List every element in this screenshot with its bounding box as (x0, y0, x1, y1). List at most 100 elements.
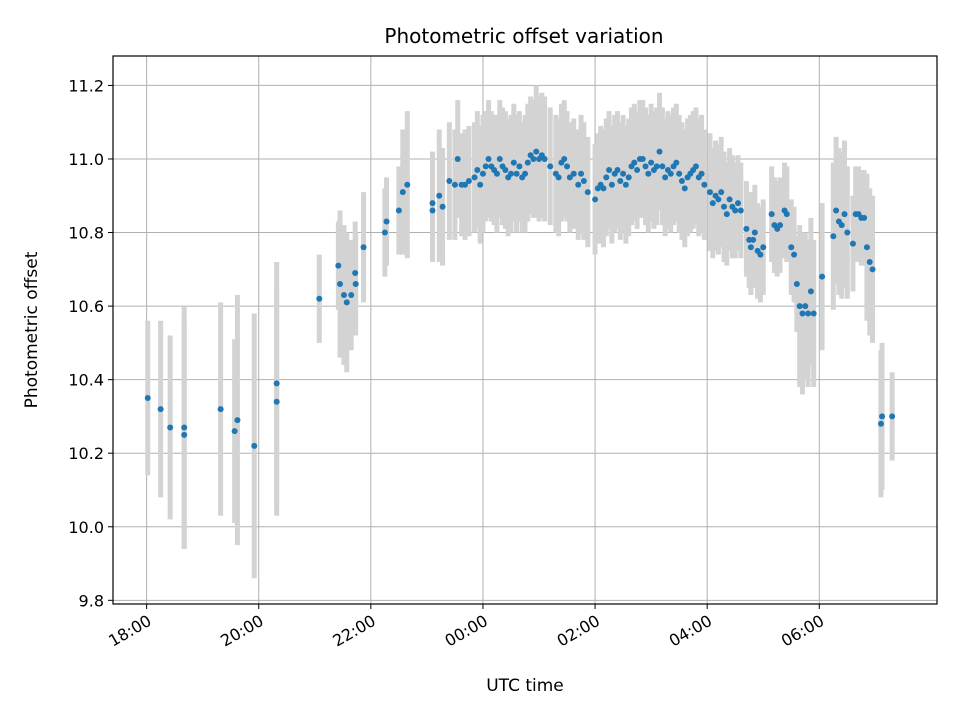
data-point (383, 218, 390, 225)
data-point (805, 310, 812, 317)
data-point (603, 174, 610, 181)
data-point (645, 170, 652, 177)
data-point (608, 181, 615, 188)
data-point (496, 155, 503, 162)
data-point (580, 178, 587, 185)
data-point (157, 406, 164, 413)
data-point (844, 229, 851, 236)
data-point (251, 442, 258, 449)
data-point (747, 244, 754, 251)
data-point (348, 292, 355, 299)
data-point (335, 262, 342, 269)
data-point (614, 167, 621, 174)
data-point (653, 163, 660, 170)
data-point (167, 424, 174, 431)
data-point (343, 299, 350, 306)
data-point (502, 167, 509, 174)
y-tick-label: 10.8 (68, 224, 104, 243)
x-tick-label: 20:00 (217, 611, 266, 651)
data-point (436, 192, 443, 199)
data-point (465, 178, 472, 185)
chart-title: Photometric offset variation (384, 24, 663, 48)
data-point (656, 148, 663, 155)
data-point (830, 233, 837, 240)
data-point (692, 163, 699, 170)
data-point (360, 244, 367, 251)
data-point (793, 281, 800, 288)
data-point (760, 244, 767, 251)
data-point (879, 413, 886, 420)
data-point (482, 163, 489, 170)
data-point (802, 303, 809, 310)
data-point (673, 159, 680, 166)
data-point (181, 431, 188, 438)
data-point (735, 200, 742, 207)
y-axis-title: Photometric offset (22, 251, 42, 408)
data-point (516, 163, 523, 170)
data-point (877, 420, 884, 427)
data-point (659, 163, 666, 170)
data-point (866, 258, 873, 265)
data-point (564, 163, 571, 170)
x-axis-ticks: 18:00 20:00 22:00 00:00 02:00 04:00 06:00 (105, 604, 827, 651)
data-point (395, 207, 402, 214)
data-point (522, 170, 528, 177)
data-point (316, 295, 323, 302)
data-point (575, 181, 582, 188)
data-point (833, 207, 840, 214)
data-point (631, 159, 638, 166)
data-point (217, 406, 224, 413)
data-point (639, 155, 646, 162)
data-point (606, 167, 613, 174)
data-point (429, 207, 436, 214)
data-point (234, 417, 241, 424)
data-point (723, 211, 730, 218)
data-point (561, 155, 568, 162)
data-point (732, 207, 739, 214)
data-point (555, 174, 562, 181)
data-point (592, 196, 599, 203)
data-point (678, 178, 685, 185)
data-point (667, 170, 674, 177)
data-point (273, 380, 280, 387)
x-tick-label: 18:00 (105, 611, 154, 651)
y-tick-label: 10.0 (68, 518, 104, 537)
data-point (513, 170, 520, 177)
data-point (600, 185, 607, 192)
data-point (757, 251, 764, 258)
data-point (381, 229, 388, 236)
y-tick-label: 11.2 (68, 76, 104, 95)
data-point (507, 170, 514, 177)
data-point (625, 174, 632, 181)
data-point (474, 167, 481, 174)
data-point (617, 178, 624, 185)
data-point (737, 207, 744, 214)
data-point (743, 225, 750, 232)
data-point (642, 163, 649, 170)
data-point (662, 174, 669, 181)
data-point (768, 211, 775, 218)
data-point (340, 292, 347, 299)
data-point (462, 181, 469, 188)
x-tick-label: 06:00 (778, 611, 827, 651)
data-point (634, 167, 641, 174)
data-point (701, 181, 708, 188)
data-point (524, 159, 531, 166)
data-point (584, 189, 591, 196)
data-point (454, 155, 461, 162)
data-point (838, 222, 845, 229)
x-axis-title: UTC time (486, 676, 564, 696)
data-point (181, 424, 188, 431)
data-point (485, 155, 492, 162)
data-point (547, 163, 554, 170)
data-points (144, 148, 896, 449)
data-point (648, 159, 655, 166)
data-point (337, 281, 344, 288)
data-point (718, 189, 725, 196)
y-tick-label: 11.0 (68, 150, 104, 169)
data-point (788, 244, 795, 251)
data-point (471, 174, 478, 181)
data-point (796, 303, 803, 310)
data-point (706, 189, 713, 196)
